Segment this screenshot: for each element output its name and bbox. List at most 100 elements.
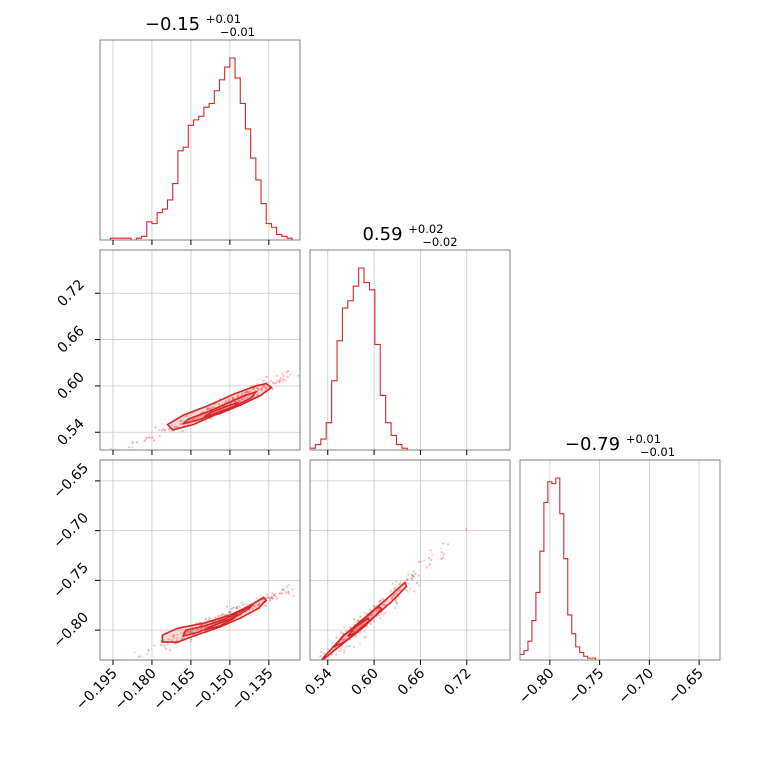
scatter-point [395,580,398,584]
scatter-point [413,590,416,593]
scatter-point [303,667,305,669]
scatter-point [353,618,356,621]
contour-level-3 [203,613,239,631]
scatter-point [256,386,259,390]
scatter-point [235,607,239,610]
scatter-point [258,603,261,606]
tick-label-y: −0.65 [50,460,92,502]
scatter-point [160,429,164,432]
scatter-point [264,605,268,608]
scatter-point [353,635,356,638]
scatter-point [248,390,251,393]
scatter-point [319,655,322,658]
panels: −0.80 −0.75 −0.70 −0.650.540.600.660.72−0.1… [50,39,721,714]
scatter-point [161,427,165,431]
scatter-point [278,592,282,595]
scatter-point [236,394,239,398]
scatter-point [238,399,242,402]
tick-label-x: −0.165 [151,666,199,714]
scatter-point [186,630,189,633]
scatter-point [253,387,256,390]
contour-level-2 [182,390,259,425]
scatter-point [278,380,281,384]
scatter-point [262,379,265,383]
scatter-point [147,649,150,652]
panel-frame [519,459,721,661]
scatter-point [207,616,211,620]
scatter-point [109,447,113,450]
scatter-point [284,379,287,382]
pair-panel-0-1: 0.54 0.60 0.66 0.72 [54,249,304,455]
scatter-point [371,613,374,616]
contours [166,382,273,431]
scatter-point [335,636,338,639]
scatter-point [393,594,396,597]
scatter-point [417,560,421,563]
scatter-point [305,673,307,675]
tick-label-x: 0.72 [441,666,474,699]
title-param-2: −0.79 +0.01 −0.01 [565,427,675,459]
tick-label-x: −0.65 [665,666,707,708]
scatter-point [281,372,284,376]
scatter-point [172,634,175,637]
scatter-point [392,593,395,597]
scatter-point [153,644,156,647]
scatter-point [281,588,284,591]
scatter-point [320,650,323,654]
scatter-point [235,400,238,403]
scatter-point [423,559,426,562]
contours [320,581,408,660]
scatter-point [425,566,428,569]
scatter-point [125,661,127,663]
scatter-point [382,613,385,616]
scatter-point [398,588,402,592]
scatter-point [242,603,246,606]
scatter-point [272,594,275,597]
scatter-point [363,630,366,633]
scatter-point [348,626,351,629]
scatter-point [135,441,138,444]
scatter-point [278,381,281,384]
scatter-point [282,378,285,381]
scatter-point [237,605,240,608]
scatter-point [270,596,274,600]
scatter-point [395,601,399,604]
scatter-point [440,557,443,560]
contour-level-3 [347,617,371,637]
scatter-point [389,589,392,592]
scatter-point [358,560,360,562]
scatter-point [271,597,274,600]
scatter-point [165,647,168,650]
tick-label-y: −0.75 [50,560,92,602]
scatter-point [302,369,304,371]
scatter-point [176,633,179,636]
scatter-point [341,645,344,648]
scatter-point [163,429,167,432]
scatter-point [269,596,272,600]
scatter-point [354,627,358,630]
scatter-point [394,592,397,595]
scatter-point [409,588,412,591]
scatter-point [168,429,171,433]
scatter-point [280,377,283,380]
scatter-point [231,396,234,400]
scatter-point [428,564,431,567]
scatter-point [180,423,184,426]
scatter-point [342,637,345,640]
scatter-point [393,588,396,591]
scatter-point [281,592,284,595]
title-param-0-upper: +0.01 [206,12,241,26]
scatter-point [273,382,276,385]
scatter-point [253,604,256,607]
scatter-point [287,584,290,587]
scatter-point [180,632,183,635]
scatter-point [186,630,189,633]
scatter-point [378,600,381,603]
tick-label-x: 0.54 [302,665,335,698]
scatter-point [291,588,294,591]
scatter-point [241,392,244,395]
tick-label-y: −0.80 [50,609,92,651]
scatter-point [231,397,234,400]
scatter-point [391,582,394,585]
contours [161,596,268,643]
